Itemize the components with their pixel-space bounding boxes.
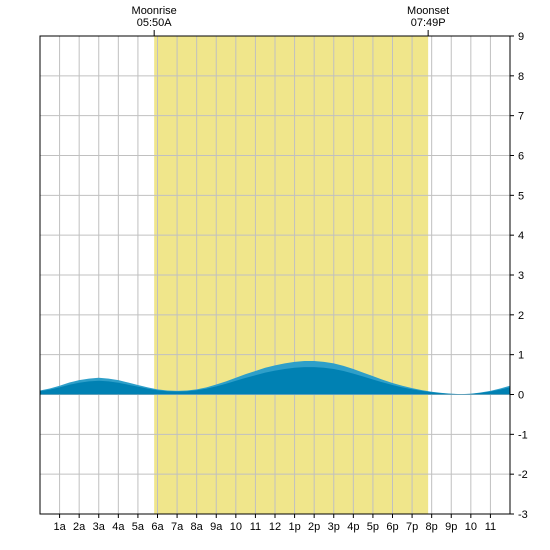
x-tick-label: 11: [485, 521, 496, 533]
x-tick-label: 2p: [308, 521, 320, 533]
y-tick-label: -2: [518, 469, 528, 481]
y-tick-label: 4: [518, 230, 524, 242]
x-tick-label: 6a: [151, 521, 164, 533]
x-tick-label: 5a: [132, 521, 145, 533]
y-tick-label: -3: [518, 509, 528, 521]
x-tick-label: 1p: [288, 521, 300, 533]
x-tick-label: 12: [269, 521, 281, 533]
x-tick-label: 2a: [73, 521, 86, 533]
y-tick-label: 8: [518, 71, 524, 83]
y-tick-label: 6: [518, 151, 524, 163]
y-tick-label: 5: [518, 190, 524, 202]
y-tick-label: 3: [518, 270, 524, 282]
x-tick-label: 7p: [406, 521, 418, 533]
x-tick-label: 1a: [53, 521, 66, 533]
x-tick-label: 7a: [171, 521, 184, 533]
x-tick-label: 9a: [210, 521, 223, 533]
x-tick-label: 6p: [386, 521, 398, 533]
x-tick-label: 3a: [93, 521, 106, 533]
x-tick-label: 5p: [367, 521, 379, 533]
moonset-time: 07:49P: [411, 17, 446, 29]
tide-moon-chart: Moonrise05:50AMoonset07:49P-3-2-10123456…: [0, 0, 550, 550]
x-tick-label: 10: [465, 521, 477, 533]
y-tick-label: 7: [518, 111, 524, 123]
y-tick-label: 0: [518, 390, 524, 402]
y-tick-label: 9: [518, 31, 524, 43]
x-tick-label: 9p: [445, 521, 457, 533]
x-tick-label: 3p: [328, 521, 340, 533]
x-tick-label: 4a: [112, 521, 125, 533]
x-tick-label: 4p: [347, 521, 359, 533]
moonset-label: Moonset: [407, 5, 449, 17]
x-tick-label: 10: [230, 521, 242, 533]
chart-svg: Moonrise05:50AMoonset07:49P-3-2-10123456…: [0, 0, 550, 550]
x-tick-label: 8a: [191, 521, 204, 533]
x-tick-label: 8p: [426, 521, 438, 533]
y-tick-label: 1: [518, 350, 524, 362]
x-tick-label: 11: [250, 521, 261, 533]
moonrise-time: 05:50A: [137, 17, 173, 29]
moonrise-label: Moonrise: [132, 5, 177, 17]
y-tick-label: -1: [518, 429, 528, 441]
y-tick-label: 2: [518, 310, 524, 322]
